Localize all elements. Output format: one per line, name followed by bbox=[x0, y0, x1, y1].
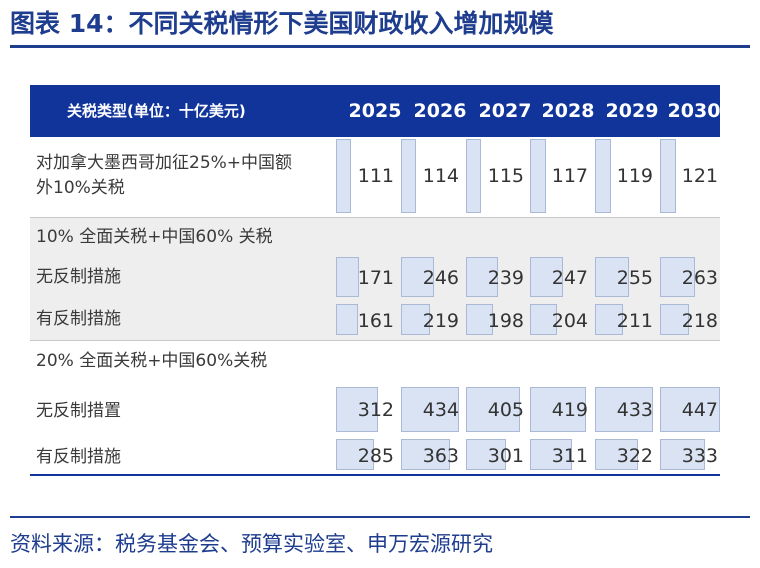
cell-value: 119 bbox=[616, 165, 653, 187]
cell-value: 211 bbox=[616, 310, 653, 332]
data-bar bbox=[401, 257, 434, 297]
cell-value: 247 bbox=[551, 267, 588, 289]
data-bar bbox=[466, 257, 498, 297]
data-bar bbox=[595, 387, 653, 432]
cell-value: 322 bbox=[616, 445, 653, 467]
cell-value: 433 bbox=[616, 399, 653, 421]
cell-value: 447 bbox=[681, 399, 718, 421]
data-bar bbox=[530, 439, 572, 470]
cell-value: 121 bbox=[681, 165, 718, 187]
cell-value: 219 bbox=[422, 310, 459, 332]
data-bar bbox=[660, 387, 720, 432]
data-bar bbox=[336, 387, 378, 432]
data-bar bbox=[530, 257, 563, 297]
data-bar bbox=[466, 304, 493, 335]
data-bar bbox=[595, 139, 611, 213]
cell-value: 114 bbox=[422, 165, 459, 187]
year-2027: 2027 bbox=[478, 100, 532, 122]
cell-value: 311 bbox=[551, 445, 588, 467]
row-label-line1: 对加拿大墨西哥加征25%+中国额 bbox=[36, 153, 293, 173]
cell-value: 333 bbox=[681, 445, 718, 467]
year-2026: 2026 bbox=[413, 100, 467, 122]
data-bar bbox=[466, 439, 506, 470]
data-bar bbox=[336, 439, 374, 470]
data-bar bbox=[336, 139, 351, 213]
data-bar bbox=[595, 304, 623, 335]
cell-value: 419 bbox=[551, 399, 588, 421]
data-bar bbox=[595, 439, 638, 470]
cell-value: 312 bbox=[357, 399, 394, 421]
cell-value: 301 bbox=[487, 445, 524, 467]
data-bar bbox=[466, 139, 481, 213]
source-note: 资料来源：税务基金会、预算实验室、申万宏源研究 bbox=[10, 532, 493, 556]
cell-value: 263 bbox=[681, 267, 718, 289]
year-2025: 2025 bbox=[348, 100, 402, 122]
source-rule bbox=[10, 516, 750, 518]
data-bar bbox=[336, 257, 359, 297]
table-header: 关税类型(单位：十亿美元) 2025 2026 2027 2028 2029 2… bbox=[30, 85, 720, 137]
cell-value: 117 bbox=[551, 165, 588, 187]
row-label-no-retaliation-2: 无反制措置 bbox=[36, 401, 121, 421]
cell-value: 115 bbox=[487, 165, 524, 187]
data-bar bbox=[336, 304, 358, 335]
cell-value: 198 bbox=[487, 310, 524, 332]
title-rule bbox=[10, 45, 750, 48]
cell-value: 171 bbox=[357, 267, 394, 289]
data-bar bbox=[660, 304, 689, 335]
row-divider bbox=[30, 340, 720, 341]
row-label-no-retaliation: 无反制措施 bbox=[36, 267, 121, 287]
cell-value: 111 bbox=[357, 165, 394, 187]
data-bar bbox=[660, 257, 695, 297]
cell-value: 434 bbox=[422, 399, 459, 421]
data-bar bbox=[401, 387, 459, 432]
year-2028: 2028 bbox=[541, 100, 595, 122]
cell-value: 161 bbox=[357, 310, 394, 332]
cell-value: 246 bbox=[422, 267, 459, 289]
data-bar bbox=[530, 139, 546, 213]
data-bar bbox=[595, 257, 629, 297]
row-label-retaliation-2: 有反制措施 bbox=[36, 447, 121, 467]
data-bar bbox=[401, 139, 416, 213]
cell-value: 239 bbox=[487, 267, 524, 289]
section-label-10pct: 10% 全面关税+中国60% 关税 bbox=[36, 227, 273, 247]
data-bar bbox=[466, 387, 520, 432]
table-bottom-rule bbox=[30, 474, 720, 476]
row-label-line2: 外10%关税 bbox=[36, 178, 125, 198]
header-label: 关税类型(单位：十亿美元) bbox=[67, 102, 246, 120]
section-label-20pct: 20% 全面关税+中国60%关税 bbox=[36, 351, 268, 371]
data-bar bbox=[530, 387, 586, 432]
data-bar bbox=[660, 439, 705, 470]
data-bar bbox=[530, 304, 557, 335]
data-bar bbox=[660, 139, 676, 213]
cell-value: 218 bbox=[681, 310, 718, 332]
chart-title: 图表 14：不同关税情形下美国财政收入增加规模 bbox=[10, 9, 554, 38]
row-divider bbox=[30, 217, 720, 218]
data-bar bbox=[401, 439, 450, 470]
cell-value: 204 bbox=[551, 310, 588, 332]
year-2030: 2030 bbox=[667, 100, 721, 122]
data-bar bbox=[401, 304, 430, 335]
cell-value: 255 bbox=[616, 267, 653, 289]
year-2029: 2029 bbox=[605, 100, 659, 122]
cell-value: 363 bbox=[422, 445, 459, 467]
cell-value: 405 bbox=[487, 399, 524, 421]
cell-value: 285 bbox=[357, 445, 394, 467]
row-label-retaliation: 有反制措施 bbox=[36, 309, 121, 329]
